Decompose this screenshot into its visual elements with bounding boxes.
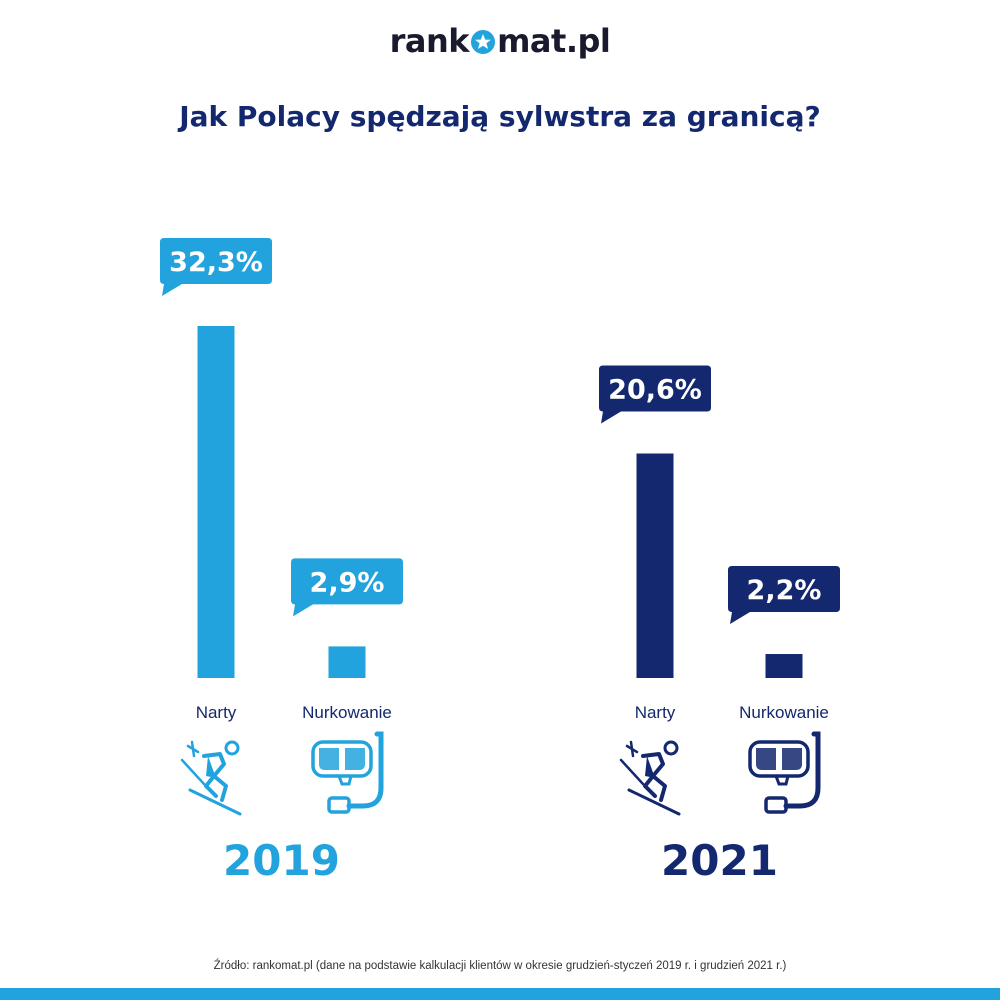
value-label: 2,2% xyxy=(747,575,822,606)
value-label-bubble: 2,9% xyxy=(291,558,403,617)
mask-frame xyxy=(748,740,810,778)
logo-prefix: rank xyxy=(389,22,470,60)
brand-logo: rank mat.pl xyxy=(0,22,1000,60)
value-label-bubble: 20,6% xyxy=(599,365,711,424)
bubble-shape xyxy=(728,566,840,625)
value-label: 20,6% xyxy=(608,375,702,406)
bar-group-2019: 32,3% Narty 2,9% Nurkowanie 2019 xyxy=(160,238,403,885)
mask-frame xyxy=(311,740,373,778)
value-label: 2,9% xyxy=(310,567,385,598)
mask-lens-right xyxy=(345,748,365,770)
pole-grip xyxy=(625,740,639,758)
skier-head xyxy=(224,740,240,756)
bar xyxy=(765,654,803,678)
bubble-shape xyxy=(160,238,272,296)
mask-nose xyxy=(774,775,790,786)
bottom-accent-bar xyxy=(0,988,1000,1000)
diving-mask-icon xyxy=(311,731,384,814)
skier-icon xyxy=(619,740,681,816)
snorkel-mouthpiece xyxy=(327,796,351,814)
value-label-bubble: 2,2% xyxy=(728,566,840,625)
snorkel-mouthpiece xyxy=(764,796,788,814)
snorkel-tube xyxy=(783,731,821,809)
bar-group-2021: 20,6% Narty 2,2% Nurkowanie 2021 xyxy=(599,365,840,885)
value-label: 32,3% xyxy=(169,247,263,278)
source-note: Źródło: rankomat.pl (dane na podstawie k… xyxy=(213,960,787,972)
mask-nose xyxy=(337,775,353,786)
mask-lens-left xyxy=(319,748,339,770)
bubble-shape xyxy=(599,365,711,424)
skier-icon xyxy=(180,740,242,816)
mask-lens-left xyxy=(756,748,776,770)
star-icon xyxy=(471,30,496,54)
category-label: Nurkowanie xyxy=(739,703,829,722)
skier-head xyxy=(663,740,679,756)
mask-lens-right xyxy=(782,748,802,770)
ski xyxy=(188,788,242,816)
bubble-shape xyxy=(291,558,403,617)
chart-title: Jak Polacy spędzają sylwstra za granicą? xyxy=(179,100,821,133)
diving-mask-icon xyxy=(748,731,821,814)
skier-body xyxy=(202,752,228,802)
ski xyxy=(627,788,681,816)
ski-pole xyxy=(180,758,206,786)
skier-torso xyxy=(645,756,655,778)
skier-torso xyxy=(206,756,216,778)
bar xyxy=(197,326,235,678)
bar xyxy=(636,453,674,678)
snorkel-tube xyxy=(346,731,384,809)
category-label: Narty xyxy=(196,703,237,722)
pole-grip xyxy=(186,740,200,758)
year-label: 2021 xyxy=(661,836,778,885)
category-label: Nurkowanie xyxy=(302,703,392,722)
ski-pole xyxy=(619,758,645,786)
bar xyxy=(328,646,366,678)
logo-suffix: mat.pl xyxy=(497,22,611,60)
value-label-bubble: 32,3% xyxy=(160,238,272,296)
skier-body xyxy=(641,752,667,802)
year-label: 2019 xyxy=(223,836,340,885)
category-label: Narty xyxy=(635,703,676,722)
